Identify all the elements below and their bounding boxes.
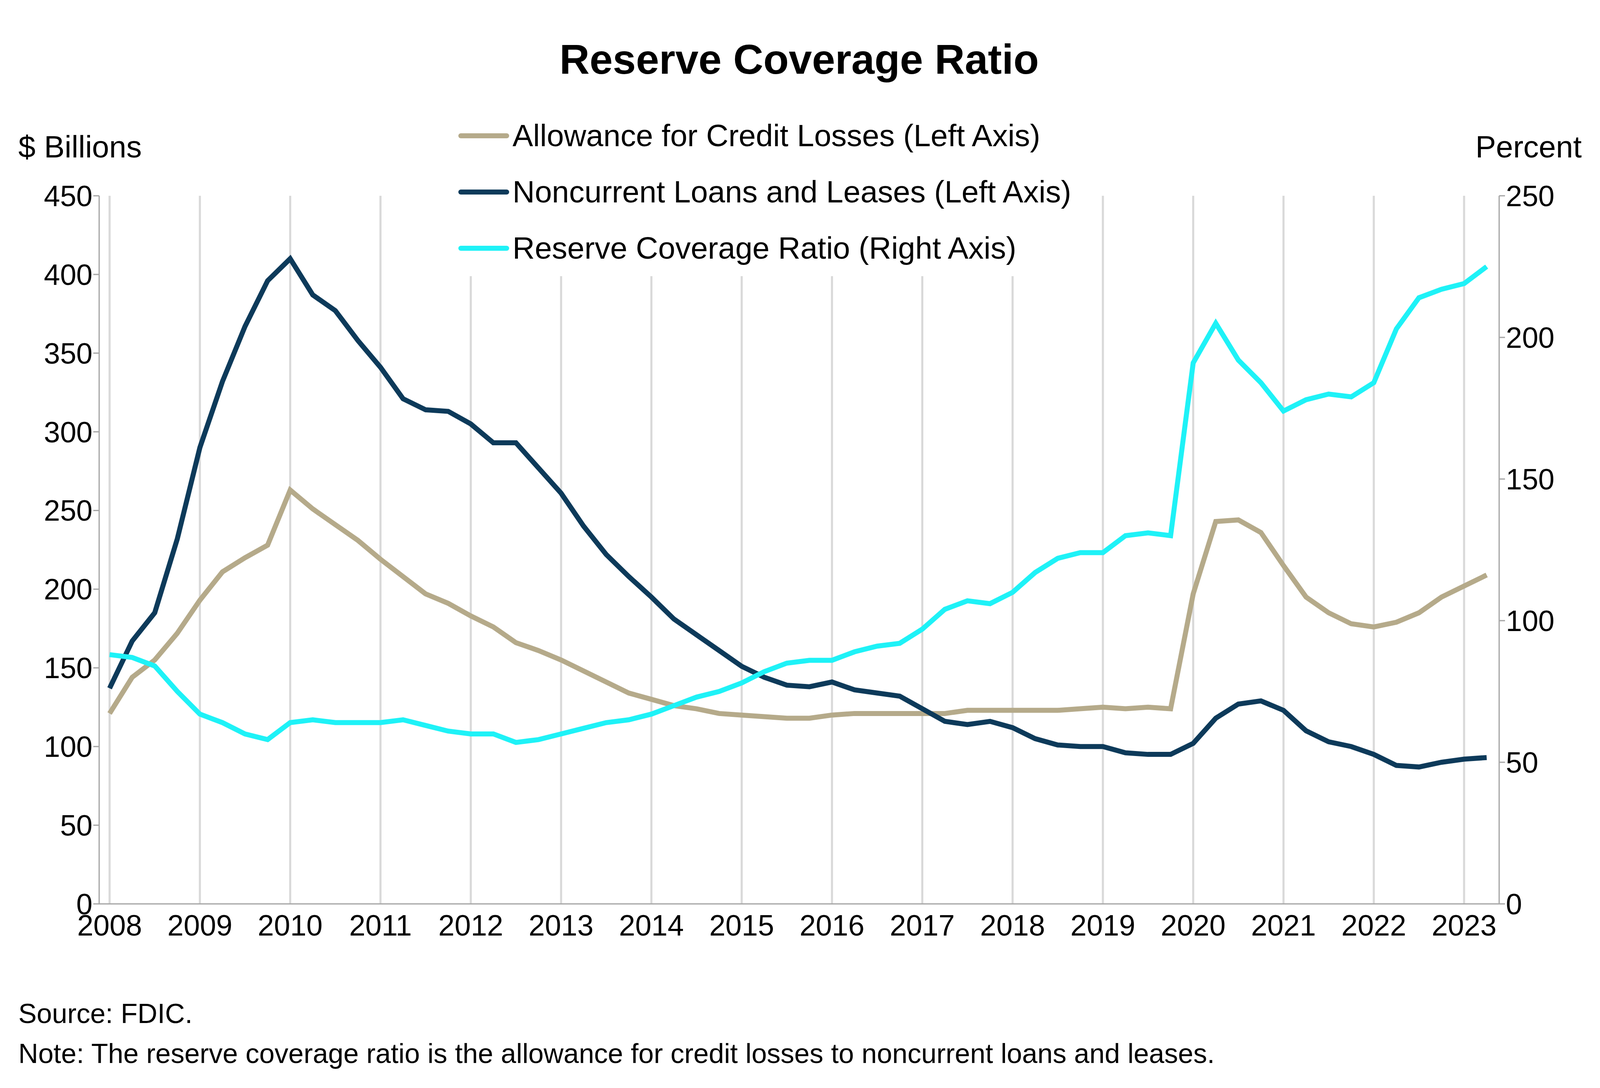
svg-text:2014: 2014 [618, 909, 684, 943]
svg-text:400: 400 [43, 258, 93, 292]
svg-text:2019: 2019 [1070, 909, 1136, 943]
svg-text:2010: 2010 [257, 909, 323, 943]
html-text:Noncurrent Loans and Leases (L: Noncurrent Loans and Leases (Left Axis) [512, 174, 1072, 209]
svg-text:2016: 2016 [799, 909, 865, 943]
svg-text:250: 250 [1505, 180, 1555, 213]
svg-text:250: 250 [43, 494, 93, 528]
svg-text:2013: 2013 [528, 909, 594, 943]
html-text:$ Billions: $ Billions [18, 129, 142, 165]
svg-text:0: 0 [1505, 888, 1523, 921]
svg-text:100: 100 [1505, 605, 1555, 638]
svg-text:200: 200 [1505, 321, 1555, 355]
svg-text:150: 150 [43, 652, 93, 685]
svg-text:2008: 2008 [77, 909, 143, 942]
svg-text:50: 50 [60, 809, 93, 843]
svg-text:200: 200 [43, 573, 93, 606]
html-text:Percent: Percent [1475, 129, 1582, 165]
svg-text:150: 150 [1505, 463, 1555, 496]
svg-text:300: 300 [43, 416, 93, 449]
svg-text:2015: 2015 [709, 909, 775, 943]
svg-text:2022: 2022 [1341, 909, 1407, 943]
svg-text:2018: 2018 [980, 909, 1045, 943]
svg-text:450: 450 [43, 180, 93, 213]
svg-text:350: 350 [43, 337, 93, 370]
html-text:Allowance for Credit Losses (L: Allowance for Credit Losses (Left Axis) [512, 118, 1041, 153]
html-text:Source: FDIC.: Source: FDIC. [18, 998, 193, 1030]
html-text:Note: The reserve coverage rat: Note: The reserve coverage ratio is the … [18, 1038, 1215, 1070]
svg-text:2009: 2009 [167, 909, 233, 943]
svg-text:2021: 2021 [1251, 909, 1317, 943]
html-text:Reserve Coverage Ratio: Reserve Coverage Ratio [559, 35, 1039, 83]
svg-text:2017: 2017 [890, 909, 955, 943]
svg-text:2011: 2011 [349, 909, 413, 943]
svg-text:100: 100 [43, 730, 93, 764]
svg-text:2012: 2012 [438, 909, 504, 943]
svg-text:50: 50 [1505, 746, 1539, 780]
html-text:Reserve Coverage Ratio (Right: Reserve Coverage Ratio (Right Axis) [512, 230, 1017, 266]
svg-text:2020: 2020 [1160, 909, 1226, 943]
svg-text:0: 0 [76, 888, 93, 921]
svg-text:2023: 2023 [1431, 909, 1497, 943]
